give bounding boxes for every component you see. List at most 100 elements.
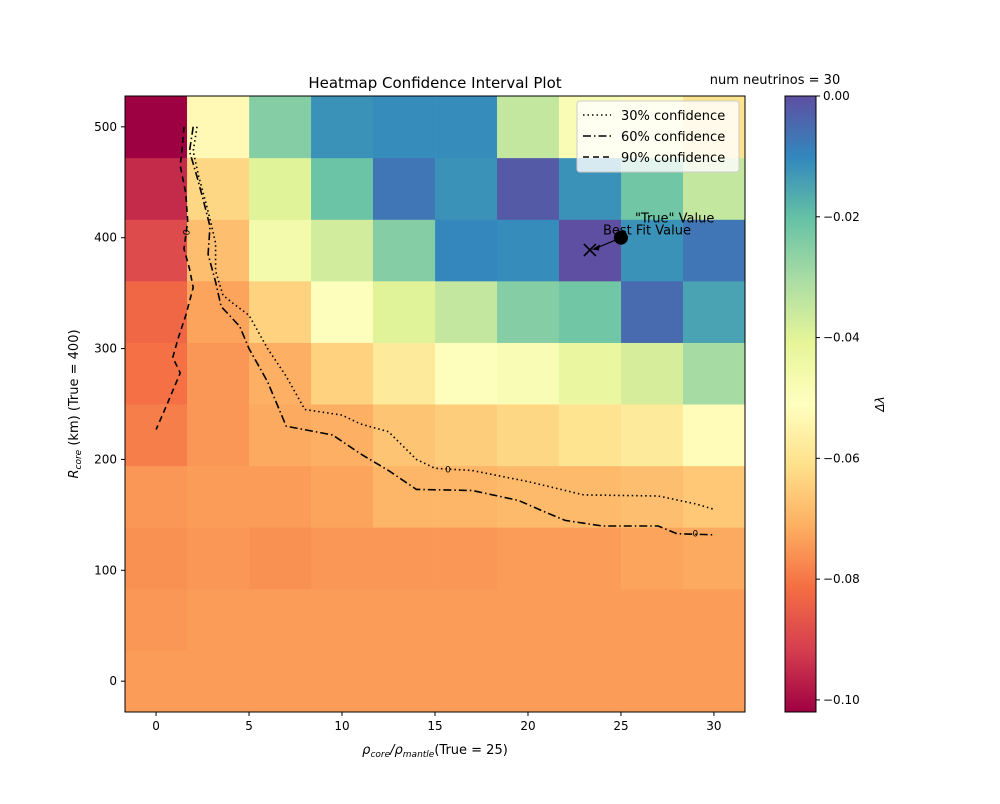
- heatmap-cell: [682, 280, 746, 343]
- heatmap-cell: [125, 280, 188, 343]
- heatmap-cell: [125, 588, 188, 651]
- x-label-sep: /ρ: [389, 743, 403, 758]
- heatmap-cell: [372, 404, 436, 467]
- x-tick-label: 20: [520, 719, 535, 733]
- best-fit-marker: [583, 243, 597, 257]
- contour-lines: 0 0 0: [155, 126, 715, 540]
- best-fit-arrowhead: [591, 244, 600, 251]
- heatmap-cell: [125, 465, 188, 528]
- heatmap-cell: [497, 527, 560, 590]
- contour-dashed: [155, 126, 195, 430]
- heatmap-cell: [682, 465, 746, 528]
- heatmap-cell: [497, 588, 560, 651]
- heatmap-cell: [125, 404, 188, 467]
- heatmap-cell: [249, 157, 312, 220]
- best-fit-label: Best Fit Value: [603, 224, 691, 239]
- heatmap-cell: [187, 404, 250, 467]
- heatmap-cell: [435, 650, 498, 713]
- heatmap-cell: [558, 650, 622, 713]
- heatmap-cell: [311, 280, 374, 343]
- heatmap-cell: [435, 465, 498, 528]
- heatmap-cell: [311, 157, 374, 220]
- y-tick-label: 0: [109, 674, 117, 688]
- heatmap-cell: [621, 219, 684, 282]
- heatmap-cell: [497, 157, 560, 220]
- y-tick-label: 200: [94, 452, 117, 466]
- colorbar-tick-label: −0.04: [823, 331, 860, 345]
- heatmap-cell: [372, 219, 436, 282]
- heatmap-cell: [558, 588, 622, 651]
- heatmap-cell: [497, 650, 560, 713]
- x-label-sub1: core: [370, 750, 390, 760]
- heatmap-cell: [311, 527, 374, 590]
- heatmap-cell: [187, 219, 250, 282]
- heatmap-cell: [249, 650, 312, 713]
- heatmap-cell: [311, 465, 374, 528]
- heatmap-cell: [125, 157, 188, 220]
- heatmap-cell: [682, 342, 746, 405]
- colorbar-tick-label: −0.08: [823, 572, 860, 586]
- heatmap-cell: [372, 465, 436, 528]
- heatmap-cell: [372, 527, 436, 590]
- legend-label: 90% confidence: [621, 151, 725, 166]
- true-value-label: "True" Value: [635, 212, 714, 227]
- heatmap-cell: [311, 96, 374, 159]
- heatmap-cell: [682, 404, 746, 467]
- x-tick-label: 15: [427, 719, 442, 733]
- chart-title: Heatmap Confidence Interval Plot: [308, 74, 561, 92]
- heatmap-cell: [682, 650, 746, 713]
- heatmap-cell: [125, 219, 188, 282]
- heatmap-cell: [497, 96, 560, 159]
- y-axis-label: Rcore (km) (True = 400): [67, 329, 84, 478]
- heatmap-cell: [187, 465, 250, 528]
- contour-label: 0: [182, 229, 193, 237]
- legend-label: 60% confidence: [621, 130, 725, 145]
- heatmap-cell: [249, 527, 312, 590]
- y-tick-label: 100: [94, 563, 117, 577]
- heatmap-cell: [558, 527, 622, 590]
- x-axis-label: ρcore/ρmantle(True = 25): [362, 743, 508, 760]
- x-tick-label: 25: [613, 719, 628, 733]
- legend-label: 30% confidence: [621, 109, 725, 124]
- heatmap-cell: [372, 342, 436, 405]
- heatmap-cell: [435, 219, 498, 282]
- heatmap-cell: [187, 588, 250, 651]
- y-axis: 0 100 200 300 400 500: [94, 120, 125, 688]
- heatmap-cell: [187, 280, 250, 343]
- heatmap-cell: [497, 280, 560, 343]
- heatmap-cell: [682, 219, 746, 282]
- x-tick-label: 10: [334, 719, 349, 733]
- heatmap-cell: [372, 588, 436, 651]
- heatmap-cell: [372, 280, 436, 343]
- heatmap-cell: [372, 650, 436, 713]
- heatmap-cell: [621, 527, 684, 590]
- heatmap-cell: [435, 527, 498, 590]
- colorbar-tick-label: −0.10: [823, 693, 860, 707]
- heatmap-cell: [435, 157, 498, 220]
- heatmap-cell: [372, 96, 436, 159]
- heatmap-cell: [372, 157, 436, 220]
- heatmap-cell: [621, 465, 684, 528]
- contour-label: 0: [692, 530, 698, 540]
- heatmap-cell: [311, 650, 374, 713]
- x-tick-label: 0: [152, 719, 160, 733]
- x-tick-label: 30: [706, 719, 721, 733]
- heatmap-cell: [249, 342, 312, 405]
- heatmap-cell: [187, 342, 250, 405]
- heatmap-cell: [621, 650, 684, 713]
- colorbar-ticks: 0.00 −0.02 −0.04 −0.06 −0.08 −0.10: [816, 89, 860, 707]
- heatmap-cell: [558, 404, 622, 467]
- colorbar-label: Δλ: [873, 396, 887, 412]
- true-value-marker: [613, 230, 628, 245]
- heatmap-cell: [249, 96, 312, 159]
- heatmap-cell: [621, 280, 684, 343]
- heatmap-cell: [249, 404, 312, 467]
- heatmap-cell: [249, 219, 312, 282]
- y-label-sub: core: [74, 449, 84, 469]
- heatmap-cell: [435, 342, 498, 405]
- contour-dashdot: [188, 126, 714, 536]
- colorbar: 0.00 −0.02 −0.04 −0.06 −0.08 −0.10 Δλ: [784, 89, 887, 713]
- colorbar-tick-label: −0.02: [823, 210, 860, 224]
